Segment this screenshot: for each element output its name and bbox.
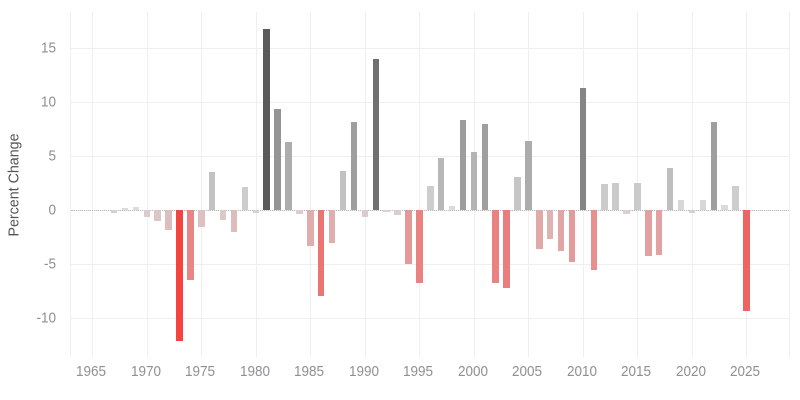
bar-2012[interactable] [601, 184, 608, 210]
gridline-vertical [255, 12, 257, 357]
bar-1982[interactable] [274, 108, 281, 210]
bar-1999[interactable] [459, 120, 467, 210]
gridline-vertical [419, 12, 421, 357]
bar-1975[interactable] [198, 209, 205, 228]
bar-2025[interactable] [743, 209, 750, 312]
x-tick-label: 1980 [239, 363, 270, 380]
x-tick-label: 2010 [566, 363, 597, 380]
bar-2000[interactable] [470, 151, 478, 210]
bar-1968[interactable] [121, 207, 129, 210]
bar-1987[interactable] [328, 209, 336, 244]
x-tick-label: 1995 [403, 363, 434, 380]
y-tick-label: 5 [48, 147, 56, 165]
bar-2018[interactable] [666, 167, 674, 210]
bar-2013[interactable] [612, 182, 619, 210]
bar-2009[interactable] [568, 209, 576, 262]
bar-1995[interactable] [416, 209, 423, 284]
gridline-horizontal [71, 102, 789, 104]
bar-1972[interactable] [165, 209, 172, 231]
bar-1993[interactable] [394, 209, 401, 216]
gridline-horizontal [71, 263, 789, 265]
gridline-vertical [364, 12, 366, 357]
bar-2023[interactable] [721, 204, 728, 210]
x-tick-label: 1990 [348, 363, 379, 380]
bar-1970[interactable] [143, 209, 151, 218]
bar-2019[interactable] [677, 200, 685, 210]
y-tick-label: 15 [40, 39, 56, 57]
bar-1983[interactable] [285, 142, 292, 210]
bar-1971[interactable] [154, 209, 161, 221]
x-tick-label: 1985 [294, 363, 325, 380]
bar-2017[interactable] [655, 209, 663, 256]
bar-1985[interactable] [307, 209, 314, 246]
bar-1996[interactable] [427, 186, 434, 210]
bar-1974[interactable] [187, 209, 194, 281]
bar-1991[interactable] [372, 59, 379, 210]
bar-2021[interactable] [699, 200, 707, 210]
gridline-horizontal [71, 48, 789, 50]
y-tick-label: 10 [40, 93, 56, 111]
bar-1969[interactable] [132, 206, 140, 210]
bar-1978[interactable] [230, 209, 238, 232]
bar-2004[interactable] [514, 176, 521, 210]
y-tick-label: -5 [43, 255, 56, 273]
y-tick-label: -10 [36, 309, 56, 327]
bar-2020[interactable] [688, 209, 696, 214]
gridline-vertical [92, 12, 94, 357]
bar-2022[interactable] [710, 121, 717, 210]
bar-2005[interactable] [525, 140, 532, 210]
bar-2002[interactable] [492, 209, 499, 284]
bar-2003[interactable] [503, 209, 510, 288]
x-tick-label: 2000 [457, 363, 488, 380]
bar-1981[interactable] [263, 28, 270, 210]
bar-1980[interactable] [252, 209, 260, 214]
gridline-vertical [691, 12, 693, 357]
bar-2010[interactable] [579, 88, 587, 210]
bar-2014[interactable] [623, 209, 630, 215]
bar-2011[interactable] [590, 209, 598, 271]
bar-1967[interactable] [110, 209, 118, 214]
bar-1997[interactable] [437, 158, 445, 210]
x-tick-label: 1970 [130, 363, 161, 380]
bar-1994[interactable] [405, 209, 412, 264]
bar-2001[interactable] [481, 123, 489, 210]
bar-2006[interactable] [536, 209, 543, 249]
x-tick-label: 2015 [621, 363, 652, 380]
bar-1977[interactable] [219, 209, 227, 220]
bar-2024[interactable] [732, 186, 739, 210]
bar-1990[interactable] [361, 209, 369, 218]
x-tick-label: 2005 [512, 363, 543, 380]
gridline-vertical [746, 12, 748, 357]
gridline-horizontal [71, 317, 789, 319]
bar-1988[interactable] [339, 171, 347, 210]
bar-1976[interactable] [208, 172, 216, 210]
bar-1989[interactable] [350, 121, 358, 210]
bar-1973[interactable] [176, 209, 183, 342]
x-tick-label: 2025 [730, 363, 761, 380]
plot-area [70, 12, 790, 357]
gridline-vertical [310, 12, 312, 357]
zero-baseline [71, 209, 789, 211]
x-tick-label: 2020 [675, 363, 706, 380]
bar-2016[interactable] [645, 209, 652, 257]
bar-1986[interactable] [317, 209, 325, 297]
x-tick-label: 1975 [185, 363, 216, 380]
bar-1992[interactable] [383, 209, 390, 213]
x-tick-label: 1965 [76, 363, 107, 380]
gridline-vertical [146, 12, 148, 357]
bar-1979[interactable] [241, 187, 249, 210]
gridline-horizontal [71, 156, 789, 158]
bar-1998[interactable] [448, 205, 456, 210]
y-tick-label: 0 [48, 201, 56, 219]
bar-2008[interactable] [557, 209, 565, 251]
bar-2015[interactable] [634, 182, 641, 210]
bar-1984[interactable] [296, 209, 303, 215]
bar-2007[interactable] [546, 209, 554, 240]
gridline-vertical [201, 12, 203, 357]
